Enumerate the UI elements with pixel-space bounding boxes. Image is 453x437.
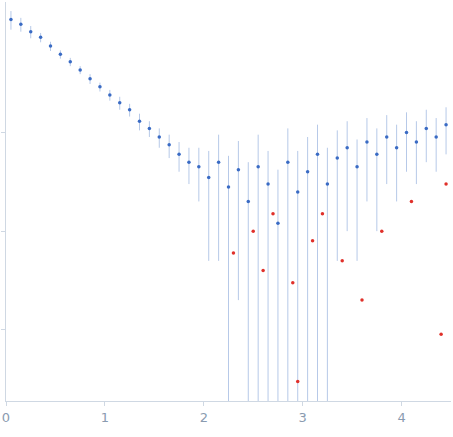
- svg-text:2: 2: [200, 410, 208, 425]
- svg-text:3: 3: [299, 410, 307, 425]
- svg-text:4: 4: [397, 410, 405, 425]
- svg-text:1: 1: [101, 410, 109, 425]
- svg-text:0: 0: [2, 410, 10, 425]
